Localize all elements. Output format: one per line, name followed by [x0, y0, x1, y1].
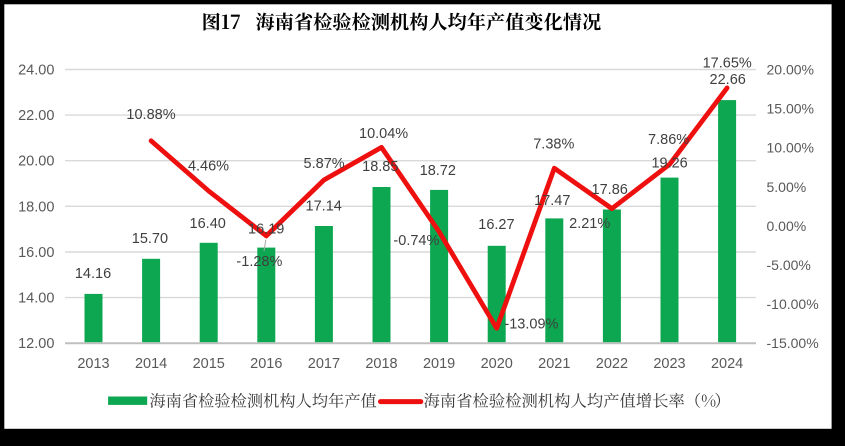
- svg-text:2.21%: 2.21%: [569, 216, 610, 232]
- svg-text:17.47: 17.47: [534, 193, 570, 209]
- svg-text:-13.09%: -13.09%: [504, 317, 558, 333]
- svg-text:2024: 2024: [711, 356, 743, 372]
- svg-text:2017: 2017: [308, 356, 340, 372]
- svg-text:15.70: 15.70: [132, 231, 168, 247]
- svg-text:2022: 2022: [596, 356, 628, 372]
- svg-text:2023: 2023: [653, 356, 685, 372]
- svg-text:22.66: 22.66: [710, 72, 746, 88]
- svg-text:24.00: 24.00: [18, 63, 54, 79]
- svg-text:20.00: 20.00: [18, 154, 54, 170]
- svg-text:2021: 2021: [538, 356, 570, 372]
- svg-text:7.38%: 7.38%: [533, 137, 574, 153]
- svg-text:7.86%: 7.86%: [648, 132, 689, 148]
- svg-text:10.00%: 10.00%: [767, 140, 814, 156]
- svg-text:2013: 2013: [77, 356, 109, 372]
- svg-text:-10.00%: -10.00%: [767, 296, 819, 312]
- svg-text:2015: 2015: [193, 356, 225, 372]
- svg-text:10.88%: 10.88%: [126, 107, 175, 123]
- svg-text:18.00: 18.00: [18, 199, 54, 215]
- svg-text:10.04%: 10.04%: [359, 126, 408, 142]
- svg-text:5.87%: 5.87%: [304, 156, 345, 172]
- svg-text:19.26: 19.26: [651, 155, 687, 171]
- svg-text:4.46%: 4.46%: [188, 158, 229, 174]
- svg-text:-0.74%: -0.74%: [393, 233, 439, 249]
- svg-text:2014: 2014: [135, 356, 167, 372]
- svg-text:2020: 2020: [481, 356, 513, 372]
- svg-text:22.00: 22.00: [18, 108, 54, 124]
- svg-text:0.00%: 0.00%: [767, 218, 807, 234]
- svg-text:16.19: 16.19: [248, 222, 284, 238]
- svg-text:15.00%: 15.00%: [767, 101, 814, 117]
- svg-text:2016: 2016: [250, 356, 282, 372]
- svg-text:17.14: 17.14: [306, 198, 342, 214]
- svg-text:18.85: 18.85: [362, 159, 398, 175]
- svg-text:2018: 2018: [365, 356, 397, 372]
- svg-text:16.00: 16.00: [18, 245, 54, 261]
- svg-text:14.16: 14.16: [75, 266, 111, 282]
- svg-text:2019: 2019: [423, 356, 455, 372]
- svg-text:-15.00%: -15.00%: [767, 335, 819, 351]
- svg-text:18.72: 18.72: [420, 163, 456, 179]
- svg-text:14.00: 14.00: [18, 291, 54, 307]
- svg-text:-1.28%: -1.28%: [236, 254, 282, 270]
- svg-text:-5.00%: -5.00%: [767, 257, 811, 273]
- svg-text:16.40: 16.40: [190, 216, 226, 232]
- svg-text:17.65%: 17.65%: [703, 56, 752, 72]
- svg-text:17.86: 17.86: [592, 182, 628, 198]
- svg-text:5.00%: 5.00%: [767, 179, 807, 195]
- svg-text:16.27: 16.27: [478, 217, 514, 233]
- svg-text:20.00%: 20.00%: [767, 62, 814, 78]
- svg-text:12.00: 12.00: [18, 336, 54, 352]
